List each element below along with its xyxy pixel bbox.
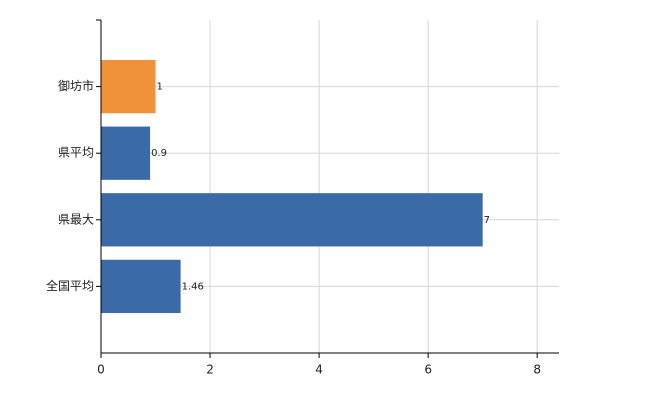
x-tick-label: 4 — [315, 363, 323, 377]
y-tick-label: 県最大 — [58, 212, 94, 226]
y-tick-label: 全国平均 — [46, 278, 94, 293]
bar — [101, 259, 181, 314]
y-tick-label: 県平均 — [58, 146, 94, 160]
x-tick-label: 2 — [206, 363, 214, 377]
value-label: 7 — [484, 215, 490, 226]
y-tick-label: 御坊市 — [58, 78, 94, 93]
bar — [101, 193, 483, 247]
bar — [101, 126, 151, 180]
x-tick-label: 0 — [97, 363, 105, 377]
x-tick-label: 8 — [533, 363, 541, 377]
x-tick-label: 6 — [424, 363, 432, 377]
bar — [101, 59, 156, 114]
value-label: 1.46 — [182, 281, 204, 292]
value-label: 0.9 — [151, 148, 167, 159]
value-label: 1 — [157, 82, 163, 93]
